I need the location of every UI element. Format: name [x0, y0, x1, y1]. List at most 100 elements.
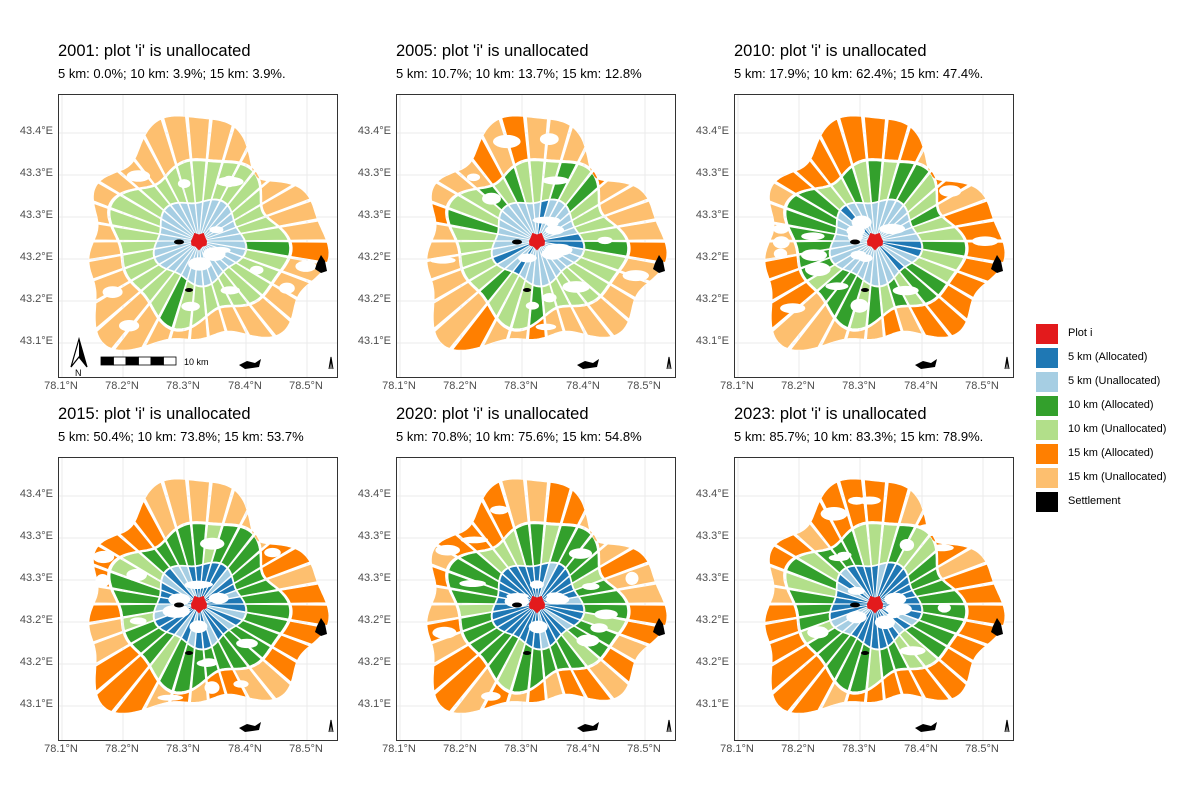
map-area: [396, 457, 676, 741]
scalebar-segment: [150, 356, 164, 366]
parcel-5km-allocated: [537, 576, 572, 604]
settlement: [512, 602, 522, 608]
panel-title: 2005: plot 'i' is unallocated: [396, 42, 589, 60]
unmapped-gap: [825, 508, 843, 519]
unmapped-gap: [546, 592, 564, 599]
unmapped-gap: [892, 285, 919, 296]
parcel-15km-unallocated: [190, 680, 208, 703]
y-tick-label: 43.3°E: [19, 209, 53, 221]
x-tick-label: 78.1°N: [382, 743, 416, 755]
parcel-10km-allocated: [583, 241, 628, 257]
parcel-15km-unallocated: [267, 200, 318, 227]
unmapped-gap: [189, 620, 208, 633]
parcel-15km-unallocated: [618, 583, 665, 604]
parcel-10km-allocated: [112, 589, 160, 604]
map-svg: [397, 458, 675, 740]
unmapped-gap: [162, 604, 190, 618]
parcel-10km-allocated: [450, 589, 498, 604]
parcel-10km-unallocated: [460, 249, 492, 268]
map-svg: [735, 95, 1013, 377]
panel-title: 2010: plot 'i' is unallocated: [734, 42, 927, 60]
land-parcels: [426, 115, 668, 351]
parcel-15km-allocated: [764, 255, 799, 279]
parcel-15km-unallocated: [88, 618, 123, 642]
unmapped-gap: [847, 586, 865, 595]
y-tick-label: 43.2°E: [357, 251, 391, 263]
map-panel: 2015: plot 'i' is unallocated 5 km: 50.4%…: [20, 405, 378, 755]
parcel-15km-unallocated: [544, 671, 564, 700]
parcel-15km-allocated: [557, 669, 585, 698]
parcel-10km-unallocated: [807, 264, 843, 291]
x-tick-label: 78.4°N: [904, 380, 938, 392]
parcel-15km-unallocated: [899, 489, 924, 526]
parcel-15km-unallocated: [591, 533, 606, 550]
y-tick-label: 43.2°E: [19, 251, 53, 263]
parcel-10km-unallocated: [581, 249, 626, 271]
parcel-10km-allocated: [899, 267, 938, 304]
settlement: [850, 602, 860, 608]
parcel-15km-unallocated: [88, 255, 123, 279]
legend-label: 10 km (Allocated): [1068, 399, 1154, 411]
x-tick-label: 78.2°N: [105, 743, 139, 755]
unmapped-gap: [200, 537, 225, 550]
legend-key: [1036, 420, 1058, 440]
parcel-5km-unallocated: [874, 200, 888, 241]
parcel-10km-unallocated: [450, 226, 498, 241]
unmapped-gap: [429, 257, 456, 264]
parcel-10km-allocated: [879, 647, 895, 679]
parcel-15km-unallocated: [769, 203, 787, 225]
parcel-10km-unallocated: [511, 280, 533, 329]
north-arrow-icon: [1004, 356, 1010, 370]
legend-item-15km-unallocated: 15 km (Unallocated): [1036, 466, 1196, 490]
parcel-15km-unallocated: [144, 481, 176, 539]
parcel-15km-allocated: [795, 160, 830, 189]
parcel-10km-unallocated: [529, 160, 545, 203]
unmapped-gap: [780, 303, 806, 314]
y-tick-label: 43.1°E: [695, 698, 729, 710]
parcel-5km-allocated: [875, 576, 910, 604]
parcel-10km-unallocated: [572, 568, 604, 590]
parcel-15km-unallocated: [95, 282, 140, 329]
parcel-10km-unallocated: [236, 216, 278, 234]
parcel-15km-unallocated: [601, 284, 635, 320]
parcel-15km-unallocated: [561, 126, 586, 163]
unmapped-gap: [177, 179, 191, 189]
parcel-10km-unallocated: [785, 572, 837, 597]
parcel-15km-allocated: [272, 635, 310, 661]
settlement: [239, 359, 261, 369]
parcel-15km-allocated: [769, 632, 806, 664]
parcel-15km-unallocated: [610, 272, 648, 298]
parcel-10km-allocated: [867, 285, 882, 327]
parcel-10km-unallocated: [879, 524, 898, 565]
unmapped-gap: [807, 626, 829, 639]
scalebar-segment: [163, 356, 177, 366]
parcel-10km-allocated: [223, 630, 262, 667]
settlement: [653, 618, 665, 636]
parcel-10km-allocated: [166, 529, 188, 566]
parcel-15km-unallocated: [93, 632, 130, 664]
scalebar-segment: [138, 356, 152, 366]
unmapped-gap: [204, 681, 220, 694]
parcel-15km-allocated: [899, 126, 924, 163]
parcel-10km-unallocated: [917, 227, 965, 241]
parcel-15km-unallocated: [588, 297, 629, 336]
parcel-15km-unallocated: [769, 182, 795, 207]
parcel-15km-unallocated: [917, 149, 931, 173]
parcel-15km-unallocated: [432, 586, 456, 604]
parcel-15km-allocated: [437, 534, 476, 557]
parcel-15km-unallocated: [821, 319, 848, 347]
x-tick-label: 78.4°N: [566, 743, 600, 755]
y-tick-label: 43.4°E: [357, 125, 391, 137]
parcel-10km-allocated: [549, 525, 577, 563]
parcel-15km-allocated: [219, 669, 247, 698]
land-parcels: [88, 478, 330, 714]
parcel-10km-allocated: [905, 626, 947, 659]
parcel-10km-allocated: [140, 549, 170, 574]
map-area: [396, 94, 676, 378]
y-tick-label: 43.1°E: [19, 335, 53, 347]
parcel-10km-allocated: [459, 552, 502, 582]
parcel-10km-unallocated: [574, 257, 618, 283]
x-tick-label: 78.3°N: [504, 380, 538, 392]
parcel-15km-unallocated: [605, 200, 656, 227]
parcel-5km-allocated: [863, 566, 876, 604]
